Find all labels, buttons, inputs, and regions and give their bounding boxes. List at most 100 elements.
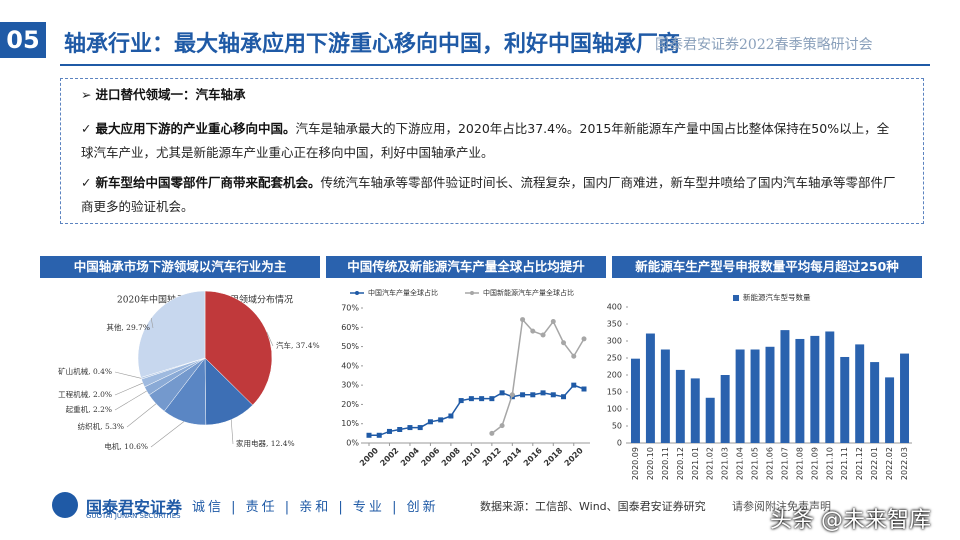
marker — [417, 425, 423, 431]
x-tick-label: 2022.02 — [885, 447, 894, 480]
x-tick-label: 2008 — [440, 446, 462, 468]
bar — [750, 349, 760, 443]
x-tick-label: 2014 — [501, 446, 523, 468]
bar — [900, 353, 910, 443]
leader-line — [114, 382, 143, 396]
pie-label: 汽车, 37.4% — [276, 340, 320, 350]
x-tick-label: 2018 — [542, 446, 564, 468]
marker — [530, 328, 536, 334]
motto: 诚信 | 责任 | 亲和 | 专业 | 创新 — [192, 500, 439, 515]
x-tick-label: 2021.01 — [691, 447, 700, 480]
bar — [855, 344, 865, 443]
pie-label-sep: , — [88, 405, 93, 414]
y-tick-label: 100 — [607, 405, 622, 414]
bar — [720, 375, 730, 443]
slide-title: 轴承行业：最大轴承应用下游重心移向中国，利好中国轴承厂商 — [64, 32, 681, 57]
disclaimer: 请参阅附注免责声明 — [732, 500, 831, 513]
x-tick-label: 2020 — [563, 446, 585, 468]
y-tick-label: 10% — [341, 419, 359, 428]
pie-label-value: 29.7% — [126, 323, 150, 332]
bar — [645, 333, 655, 443]
charts: 2020年中国轴承行业下游应用领域分布情况汽车, 37.4%家用电器, 12.4… — [58, 288, 912, 480]
marker — [427, 419, 433, 425]
pie-label-name: 电机 — [104, 441, 119, 451]
x-tick-label: 2012 — [481, 446, 503, 468]
legend-label: 中国汽车产量全球占比 — [368, 288, 438, 297]
company-en: GUOTAI JUNAN SECURITIES — [86, 512, 181, 520]
x-tick-label: 2000 — [358, 446, 380, 468]
marker — [438, 417, 444, 423]
marker — [468, 396, 474, 402]
x-tick-label: 2016 — [522, 446, 544, 468]
conference: 国泰君安证券2022春季策略研讨会 — [655, 37, 873, 53]
pie-label: 家用电器, 12.4% — [236, 438, 295, 448]
x-tick-label: 2021.09 — [810, 447, 819, 480]
y-tick-label: 50 — [612, 422, 622, 431]
marker — [540, 390, 546, 396]
y-tick-label: 0% — [346, 439, 359, 448]
x-tick-label: 2021.07 — [780, 447, 789, 480]
marker — [509, 392, 515, 398]
leader-line — [114, 371, 142, 379]
legend-label: 新能源汽车型号数量 — [743, 292, 811, 302]
x-tick-label: 2021.10 — [825, 447, 834, 480]
bullet-text: 汽车是轴承最大的下游应用，2020年占比37.4%。2015年新能源车产量中国占… — [81, 121, 890, 160]
pie-label-sep: , — [88, 390, 93, 399]
bar — [885, 377, 895, 443]
marker — [448, 413, 454, 419]
bar — [630, 358, 640, 443]
y-tick-label: 300 — [607, 337, 622, 346]
bar — [870, 362, 880, 443]
bar — [660, 349, 670, 443]
x-tick-label: 2010 — [460, 446, 482, 468]
leader-line — [230, 419, 234, 445]
marker — [571, 353, 577, 359]
chart-header: 中国轴承市场下游领域以汽车行业为主 — [40, 256, 320, 278]
marker — [458, 398, 464, 404]
y-tick-label: 400 — [607, 303, 622, 312]
pie-label-sep: , — [119, 442, 124, 451]
marker — [530, 392, 536, 398]
x-tick-label: 2020.11 — [661, 447, 670, 480]
pie-label-name: 其他 — [106, 322, 121, 332]
pie-label-sep: , — [291, 341, 296, 350]
marker — [489, 396, 495, 402]
marker — [561, 394, 567, 400]
leader-line — [266, 332, 274, 347]
chart-header: 中国传统及新能源汽车产量全球占比均提升 — [326, 256, 606, 278]
marker — [386, 428, 392, 434]
pie-label-sep: , — [121, 323, 126, 332]
marker — [550, 319, 556, 324]
x-tick-label: 2020.10 — [646, 447, 655, 480]
marker — [520, 317, 526, 323]
x-tick-label: 2021.05 — [751, 447, 760, 480]
pie-label-name: 汽车 — [276, 340, 291, 350]
company: 国泰君安证券 — [86, 498, 183, 517]
x-tick-label: 2022.03 — [900, 447, 909, 480]
marker — [407, 425, 413, 431]
y-tick-label: 70% — [341, 304, 359, 313]
pie-label-value: 2.2% — [93, 405, 112, 414]
marker — [550, 392, 556, 398]
pie-label: 矿山机械, 0.4% — [58, 366, 112, 376]
leader-line — [150, 421, 185, 448]
y-tick-label: 250 — [607, 354, 622, 363]
marker — [366, 432, 372, 438]
marker — [499, 423, 505, 429]
pie-label-value: 2.0% — [93, 390, 112, 399]
pie-label-value: 5.3% — [105, 422, 124, 431]
legend-marker — [355, 291, 359, 295]
marker — [540, 332, 546, 338]
bar — [795, 338, 805, 443]
bullet: ➢ 进口替代领域一：汽车轴承 — [81, 87, 246, 102]
bullet-bold: 进口替代领域一：汽车轴承 — [95, 87, 246, 102]
pie-label-name: 工程机械 — [58, 389, 88, 399]
pie-label-name: 矿山机械 — [58, 366, 88, 376]
rule — [60, 64, 930, 66]
logo — [52, 492, 78, 518]
marker — [397, 427, 403, 432]
bar — [810, 335, 820, 443]
pie-label: 纺织机, 5.3% — [78, 421, 124, 431]
marker — [376, 432, 382, 438]
